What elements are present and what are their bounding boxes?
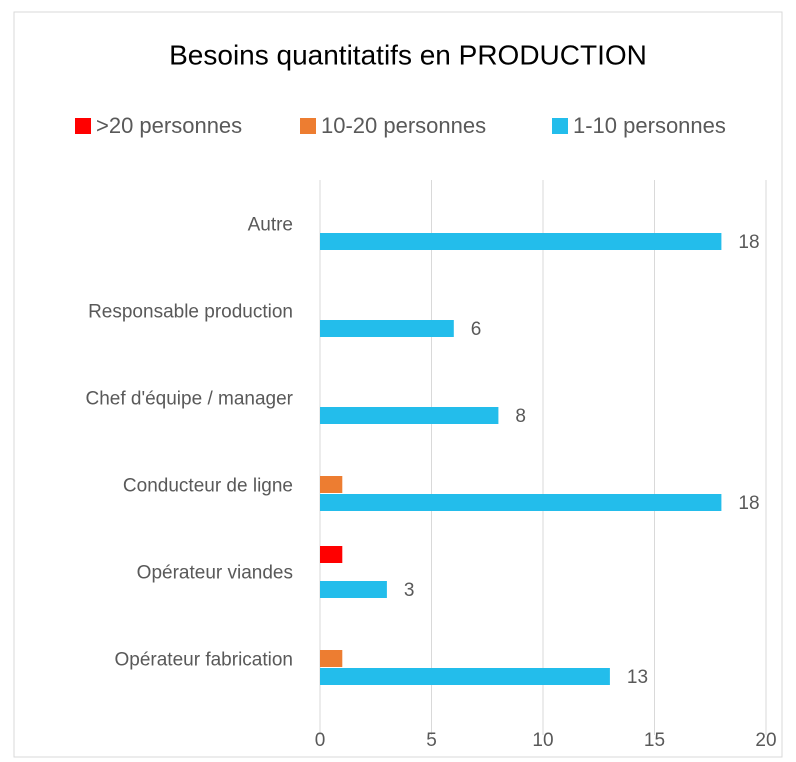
bar xyxy=(320,407,499,424)
bar xyxy=(320,494,722,511)
x-tick-label: 5 xyxy=(426,730,437,751)
y-tick-label: Autre xyxy=(248,215,293,236)
data-label: 6 xyxy=(471,319,482,340)
chart-title: Besoins quantitatifs en PRODUCTION xyxy=(169,39,647,70)
data-label: 13 xyxy=(627,667,648,688)
data-label: 3 xyxy=(404,580,415,601)
data-label: 18 xyxy=(738,493,759,514)
bar xyxy=(320,546,343,563)
bar xyxy=(320,668,610,685)
legend-label: 10-20 personnes xyxy=(321,113,486,138)
x-tick-label: 0 xyxy=(315,730,326,751)
y-tick-label: Responsable production xyxy=(88,302,293,323)
data-label: 18 xyxy=(738,232,759,253)
bar xyxy=(320,233,722,250)
legend-swatch xyxy=(552,118,568,134)
y-tick-label: Opérateur viandes xyxy=(137,563,293,584)
y-tick-label: Opérateur fabrication xyxy=(115,650,294,671)
bar xyxy=(320,650,343,667)
y-tick-label: Chef d'équipe / manager xyxy=(86,389,294,410)
bar xyxy=(320,320,454,337)
bar xyxy=(320,581,387,598)
legend-label: 1-10 personnes xyxy=(573,113,726,138)
x-tick-label: 20 xyxy=(755,730,776,751)
x-tick-label: 15 xyxy=(644,730,665,751)
data-label: 8 xyxy=(515,406,526,427)
legend-swatch xyxy=(75,118,91,134)
y-tick-label: Conducteur de ligne xyxy=(123,476,293,497)
legend-swatch xyxy=(300,118,316,134)
x-tick-label: 10 xyxy=(532,730,553,751)
bar xyxy=(320,476,343,493)
legend-label: >20 personnes xyxy=(96,113,242,138)
